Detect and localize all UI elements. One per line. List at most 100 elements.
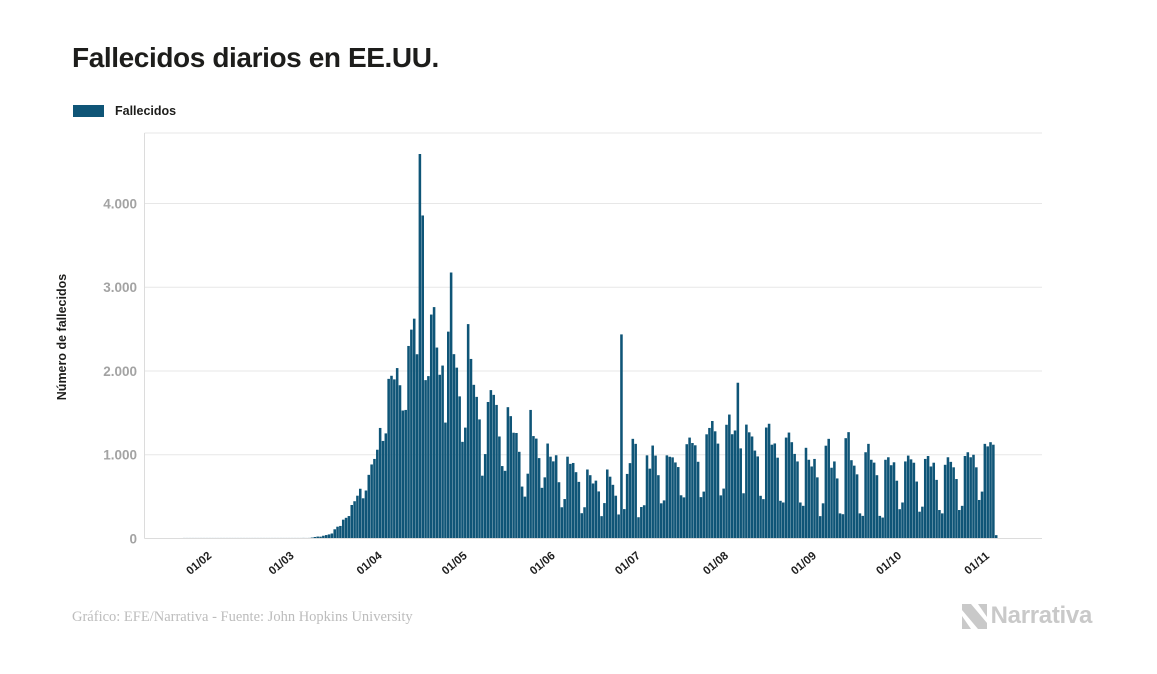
- bar: [884, 459, 887, 539]
- bar: [972, 454, 975, 539]
- bar: [390, 375, 393, 539]
- bar: [759, 495, 762, 539]
- y-tick-label: 4.000: [103, 196, 137, 211]
- bar: [892, 462, 896, 539]
- bar: [404, 409, 407, 539]
- bar: [861, 515, 865, 539]
- bar: [889, 465, 893, 539]
- bar: [852, 465, 856, 539]
- bar: [722, 488, 725, 539]
- bar: [384, 433, 388, 539]
- bar: [799, 502, 802, 539]
- bar: [574, 472, 578, 539]
- bar: [870, 459, 873, 539]
- bar: [674, 462, 677, 539]
- bar: [719, 495, 723, 539]
- page-title: Fallecidos diarios en EE.UU.: [72, 42, 439, 73]
- bar: [651, 445, 654, 539]
- x-tick-label: 01/02: [184, 550, 214, 578]
- bar: [926, 456, 930, 539]
- bar: [841, 514, 845, 539]
- bar: [770, 444, 774, 539]
- bar: [398, 385, 402, 539]
- bar: [728, 414, 731, 539]
- bar: [918, 511, 921, 539]
- bar: [835, 478, 839, 539]
- bar: [427, 376, 430, 539]
- bar: [449, 272, 453, 539]
- bar: [387, 378, 390, 539]
- x-tick-label: 01/03: [267, 550, 297, 578]
- bar: [975, 467, 978, 539]
- bar: [333, 529, 336, 539]
- bar: [773, 443, 777, 539]
- bar: [339, 525, 342, 539]
- bar: [395, 368, 399, 539]
- bar: [438, 374, 442, 539]
- bar: [665, 455, 669, 539]
- bar: [608, 476, 612, 539]
- bar: [776, 457, 779, 539]
- bar: [580, 513, 583, 539]
- bar: [537, 458, 541, 539]
- bar: [810, 466, 813, 539]
- bar: [358, 488, 362, 539]
- bar: [447, 331, 450, 539]
- bar: [549, 456, 552, 539]
- bar: [901, 502, 904, 539]
- bar: [378, 427, 382, 539]
- x-tick-label: 01/09: [789, 550, 819, 578]
- bar: [838, 513, 842, 539]
- bar: [407, 345, 410, 539]
- bar: [600, 516, 603, 539]
- bar: [844, 438, 848, 539]
- bar: [830, 467, 833, 539]
- bar: [421, 215, 424, 539]
- bar: [682, 497, 686, 539]
- bar: [452, 354, 456, 539]
- bar: [887, 457, 890, 539]
- bar: [949, 461, 953, 539]
- bar: [895, 480, 899, 539]
- bar: [557, 482, 561, 539]
- x-tick-label: 01/08: [701, 549, 731, 577]
- bar: [486, 401, 490, 539]
- bar: [662, 500, 666, 539]
- bar: [642, 505, 646, 539]
- bar: [705, 434, 708, 539]
- legend-swatch-fallecidos: [73, 105, 104, 117]
- bar: [793, 453, 796, 539]
- bar: [736, 382, 740, 539]
- bar: [554, 455, 558, 539]
- bar: [512, 432, 515, 539]
- narrativa-n-icon: [961, 603, 987, 629]
- bar: [566, 456, 569, 539]
- bar: [784, 437, 788, 539]
- bar: [319, 536, 322, 539]
- bar: [588, 475, 592, 539]
- bar: [401, 410, 405, 539]
- bar: [376, 449, 379, 539]
- bar: [605, 469, 609, 539]
- bar: [958, 510, 961, 539]
- bar: [671, 457, 674, 539]
- bar: [929, 466, 933, 539]
- bar: [353, 501, 356, 539]
- bar: [356, 495, 359, 539]
- bar: [500, 466, 504, 539]
- bar: [503, 470, 507, 539]
- bar: [603, 503, 606, 539]
- bar: [373, 458, 376, 539]
- bar: [611, 484, 615, 539]
- bar: [517, 451, 521, 539]
- bar: [569, 463, 572, 539]
- bar: [864, 452, 867, 539]
- bar: [818, 516, 822, 539]
- bar: [617, 514, 620, 539]
- bar: [472, 384, 476, 539]
- bar: [872, 462, 876, 539]
- bar: [640, 507, 643, 539]
- bar: [441, 365, 444, 539]
- bar: [711, 421, 714, 539]
- bar: [943, 464, 947, 539]
